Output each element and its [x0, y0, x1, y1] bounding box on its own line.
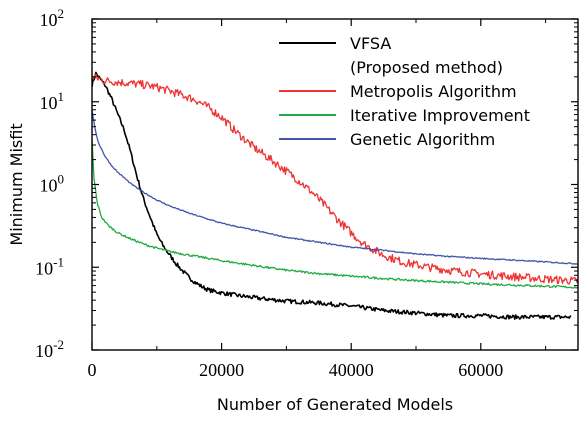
- x-axis-title: Number of Generated Models: [217, 395, 453, 414]
- plot-frame: [91, 18, 579, 351]
- x-tick-label: 40000: [329, 360, 374, 380]
- series-line-genetic-algorithm: [92, 110, 578, 266]
- y-tick-label: 101: [40, 89, 65, 113]
- legend: VFSA (Proposed method) Metropolis Algorith…: [279, 34, 530, 149]
- y-tick-exponent: -1: [53, 254, 64, 269]
- x-tick-label: 20000: [199, 360, 244, 380]
- y-tick-label: 100: [40, 172, 65, 196]
- y-tick-label: 10-2: [35, 337, 64, 361]
- x-tick-label: 60000: [458, 360, 503, 380]
- y-tick-exponent: 1: [58, 89, 65, 104]
- y-tick-exponent: -2: [53, 337, 64, 352]
- legend-label: Iterative Improvement: [350, 106, 530, 125]
- y-tick-label: 10-1: [35, 254, 64, 278]
- series-line-metropolis-algorithm: [92, 73, 578, 285]
- x-tick-label: 0: [88, 360, 97, 380]
- series-line-vfsa: [92, 71, 572, 320]
- legend-label: VFSA: [350, 34, 391, 53]
- legend-label: (Proposed method): [350, 58, 503, 77]
- series-layer: [92, 71, 578, 320]
- series-line-iterative-improvement: [92, 138, 578, 289]
- y-axis-title: Minimum Misfit: [7, 123, 26, 245]
- y-tick-exponent: 0: [58, 172, 65, 187]
- legend-label: Metropolis Algorithm: [350, 82, 517, 101]
- y-tick-exponent: 2: [58, 6, 65, 21]
- legend-label: Genetic Algorithm: [350, 130, 495, 149]
- y-tick-label: 102: [40, 6, 65, 30]
